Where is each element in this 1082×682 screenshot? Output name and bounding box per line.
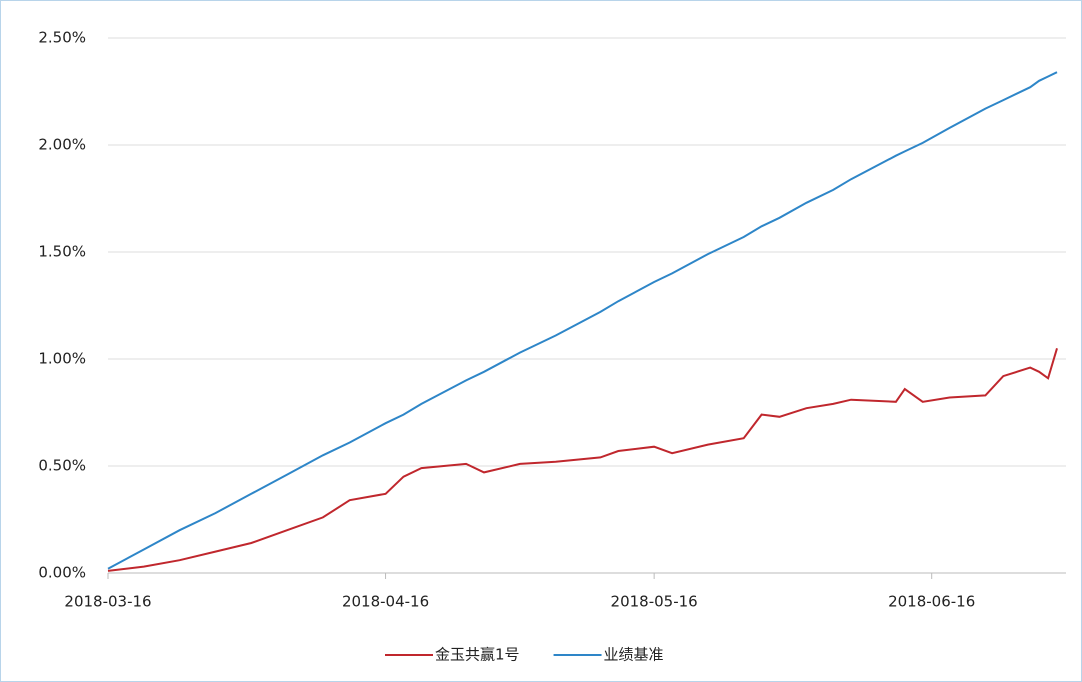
y-tick-label: 2.00% [38, 136, 86, 154]
series-line [107, 71, 1058, 570]
y-tick-label: 0.50% [38, 457, 86, 475]
y-tick-label: 0.00% [38, 564, 86, 582]
series-line [107, 348, 1058, 572]
y-tick-label: 1.50% [38, 243, 86, 261]
x-tick-label: 2018-03-16 [64, 593, 151, 611]
legend-label: 业绩基准 [604, 646, 664, 664]
legend-label: 金玉共赢1号 [435, 646, 520, 664]
y-tick-label: 2.50% [38, 29, 86, 47]
x-tick-label: 2018-05-16 [611, 593, 698, 611]
x-tick-label: 2018-06-16 [888, 593, 975, 611]
x-tick-label: 2018-04-16 [342, 593, 429, 611]
y-tick-label: 1.00% [38, 350, 86, 368]
